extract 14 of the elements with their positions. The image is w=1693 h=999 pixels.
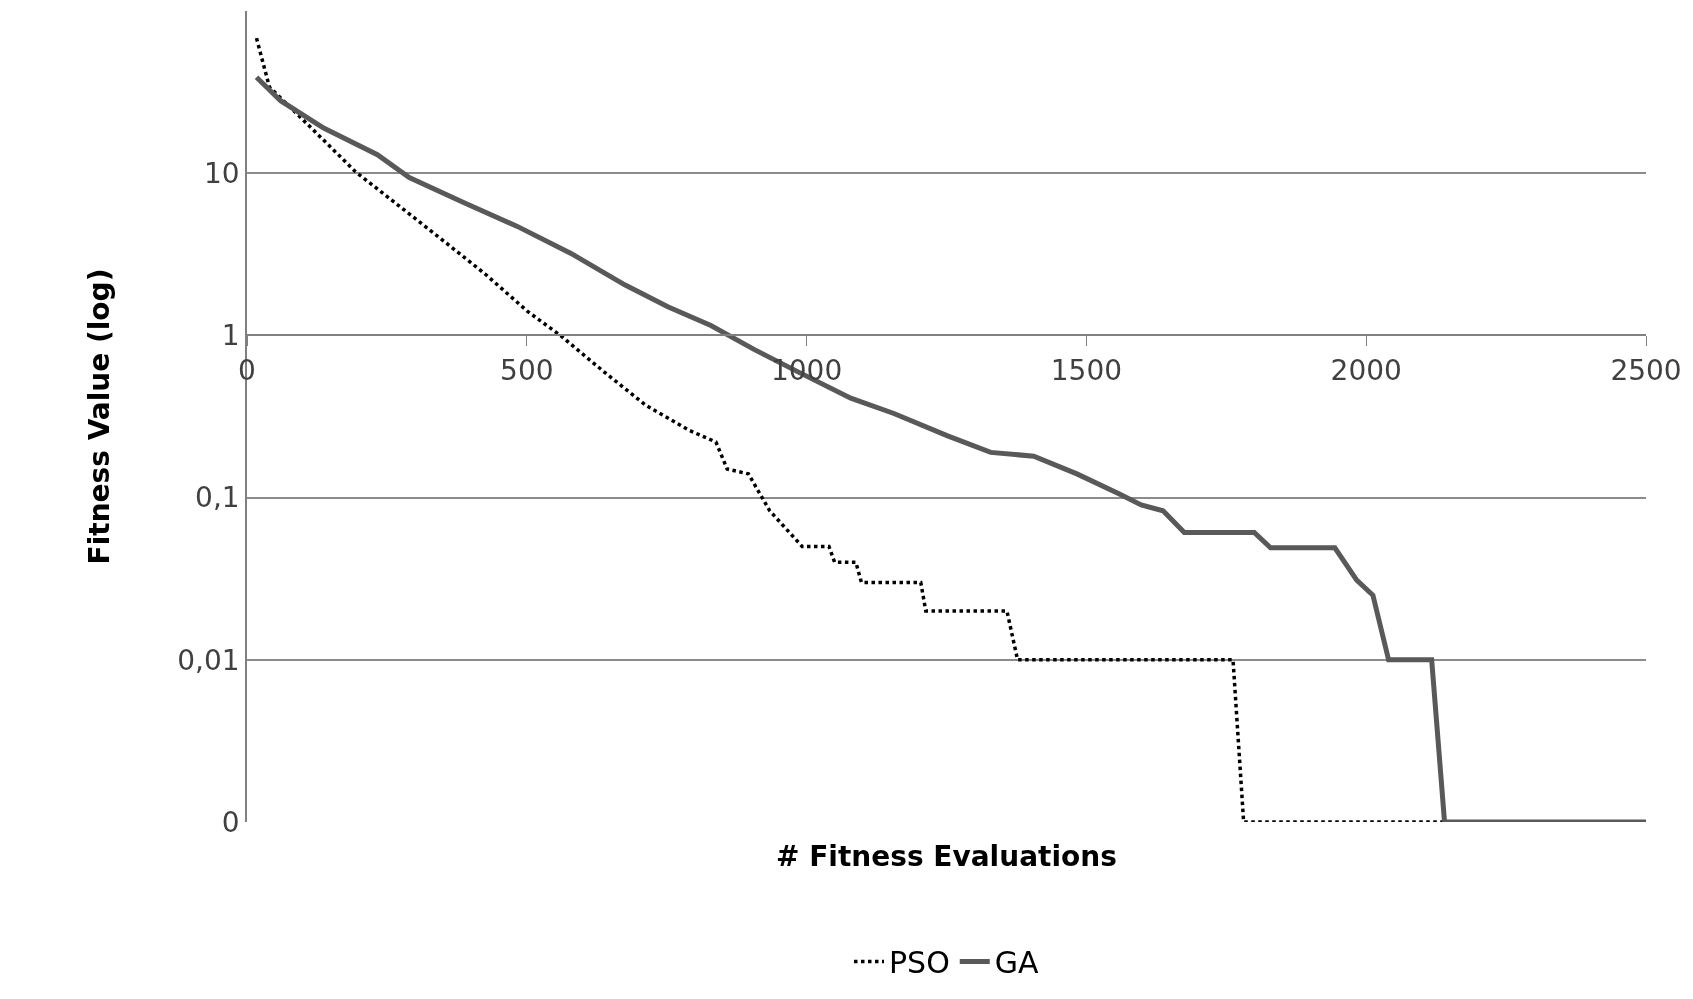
x-axis-title: # Fitness Evaluations [776,840,1117,873]
y-tick-label: 0,01 [177,643,240,677]
x-tick-label: 500 [500,353,554,387]
y-tick-label: 0,1 [195,481,240,515]
y-tick-label: 1 [221,319,240,353]
y-tick-label: 10 [204,157,240,190]
legend-label: PSO [889,945,950,981]
x-tick-label: 2000 [1330,353,1402,387]
y-tick-label: 0 [221,805,240,839]
x-tick-label: 2500 [1610,353,1682,387]
x-tick-label: 1500 [1050,353,1123,387]
line-series [254,36,1445,822]
y-axis-title: Fitness Value (log) [82,268,116,565]
legend-label: GA [994,945,1039,981]
